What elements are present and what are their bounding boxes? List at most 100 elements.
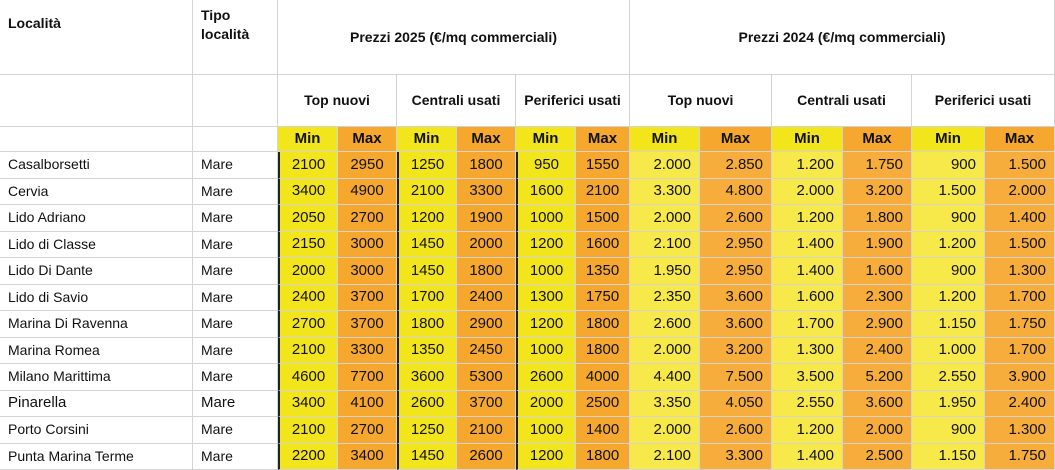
price-cell: 4600 <box>278 364 338 391</box>
price-cell: 5300 <box>457 364 516 391</box>
price-cell: 2100 <box>397 178 457 205</box>
price-cell: 1.150 <box>912 443 985 470</box>
price-cell: 2100 <box>457 417 516 444</box>
price-cell: 950 <box>516 152 576 179</box>
price-cell: 2.100 <box>630 443 700 470</box>
location-name: Milano Marittima <box>0 364 193 391</box>
price-cell: 1.750 <box>843 152 912 179</box>
price-cell: 1250 <box>397 417 457 444</box>
price-cell: 7.500 <box>700 364 772 391</box>
min-max-header: Max <box>576 127 630 152</box>
price-cell: 1900 <box>457 205 516 232</box>
subgroup-header: Top nuovi <box>278 75 397 127</box>
location-type: Mare <box>193 258 278 285</box>
price-cell: 2.300 <box>843 284 912 311</box>
subgroup-header: Periferici usati <box>912 75 1055 127</box>
price-cell: 4000 <box>576 364 630 391</box>
price-cell: 1250 <box>397 152 457 179</box>
location-name: Punta Marina Terme <box>0 443 193 470</box>
price-cell: 2.600 <box>630 311 700 338</box>
price-cell: 2.350 <box>630 284 700 311</box>
min-max-header: Max <box>457 127 516 152</box>
price-cell: 1.000 <box>912 337 985 364</box>
min-max-header: Min <box>912 127 985 152</box>
price-cell: 1800 <box>576 337 630 364</box>
price-cell: 2.000 <box>630 205 700 232</box>
price-cell: 900 <box>912 258 985 285</box>
subgroup-header: Centrali usati <box>397 75 516 127</box>
empty-cell <box>0 75 193 127</box>
price-cell: 1.200 <box>772 205 843 232</box>
location-type: Mare <box>193 443 278 470</box>
price-cell: 2.550 <box>912 364 985 391</box>
price-cell: 1.800 <box>843 205 912 232</box>
price-cell: 3.350 <box>630 390 700 417</box>
min-max-header: Min <box>630 127 700 152</box>
price-cell: 3.300 <box>700 443 772 470</box>
price-cell: 1.300 <box>985 258 1055 285</box>
price-cell: 2400 <box>457 284 516 311</box>
location-name: Cervia <box>0 178 193 205</box>
price-cell: 3700 <box>338 284 397 311</box>
price-cell: 3.300 <box>630 178 700 205</box>
min-max-header: Max <box>338 127 397 152</box>
price-cell: 1700 <box>397 284 457 311</box>
price-cell: 2700 <box>338 417 397 444</box>
price-cell: 1.600 <box>843 258 912 285</box>
price-cell: 2.000 <box>843 417 912 444</box>
price-cell: 1.200 <box>772 152 843 179</box>
price-cell: 1200 <box>516 443 576 470</box>
price-cell: 1.750 <box>985 311 1055 338</box>
price-cell: 1.500 <box>985 231 1055 258</box>
price-cell: 1200 <box>397 205 457 232</box>
price-cell: 3.500 <box>772 364 843 391</box>
price-cell: 2100 <box>278 337 338 364</box>
price-cell: 1550 <box>576 152 630 179</box>
price-cell: 2600 <box>397 390 457 417</box>
price-cell: 1000 <box>516 417 576 444</box>
price-cell: 2600 <box>457 443 516 470</box>
price-cell: 1.400 <box>985 205 1055 232</box>
price-cell: 1.200 <box>912 284 985 311</box>
price-cell: 3300 <box>338 337 397 364</box>
price-cell: 3.600 <box>700 284 772 311</box>
location-type: Mare <box>193 311 278 338</box>
location-type: Mare <box>193 178 278 205</box>
location-name: Pinarella <box>0 390 193 417</box>
price-cell: 2.950 <box>700 258 772 285</box>
price-cell: 2000 <box>278 258 338 285</box>
location-type: Mare <box>193 205 278 232</box>
price-cell: 1.900 <box>843 231 912 258</box>
price-cell: 1.700 <box>772 311 843 338</box>
price-cell: 2500 <box>576 390 630 417</box>
price-cell: 3600 <box>397 364 457 391</box>
price-cell: 1300 <box>516 284 576 311</box>
price-cell: 2600 <box>516 364 576 391</box>
price-cell: 5.200 <box>843 364 912 391</box>
price-cell: 7700 <box>338 364 397 391</box>
price-cell: 2000 <box>516 390 576 417</box>
location-name: Marina Di Ravenna <box>0 311 193 338</box>
location-type: Mare <box>193 390 278 417</box>
price-cell: 1800 <box>457 258 516 285</box>
price-cell: 1.950 <box>630 258 700 285</box>
price-cell: 1.600 <box>772 284 843 311</box>
empty-cell <box>193 75 278 127</box>
group-header: Prezzi 2024 (€/mq commerciali) <box>630 0 1055 75</box>
price-cell: 1200 <box>516 231 576 258</box>
price-cell: 1350 <box>397 337 457 364</box>
empty-cell <box>193 127 278 152</box>
price-cell: 2.100 <box>630 231 700 258</box>
price-cell: 4900 <box>338 178 397 205</box>
price-cell: 2700 <box>338 205 397 232</box>
price-cell: 1.300 <box>772 337 843 364</box>
price-cell: 2.400 <box>843 337 912 364</box>
price-cell: 1800 <box>457 152 516 179</box>
price-cell: 1.700 <box>985 284 1055 311</box>
price-cell: 3700 <box>338 311 397 338</box>
price-cell: 1.400 <box>772 443 843 470</box>
price-cell: 1600 <box>576 231 630 258</box>
price-cell: 1350 <box>576 258 630 285</box>
price-cell: 2200 <box>278 443 338 470</box>
